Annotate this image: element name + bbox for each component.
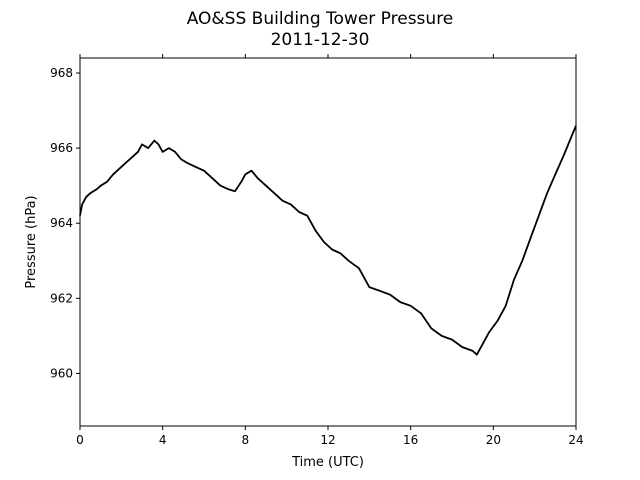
pressure-series-line xyxy=(79,125,577,356)
y-tick-label: 962 xyxy=(50,291,73,305)
y-tick-label: 966 xyxy=(50,141,73,155)
x-tick-label: 16 xyxy=(403,433,418,447)
y-tick-label: 960 xyxy=(50,366,73,380)
x-tick-label: 20 xyxy=(486,433,501,447)
x-tick-label: 8 xyxy=(242,433,250,447)
y-tick-label: 968 xyxy=(50,66,73,80)
y-tick-label: 964 xyxy=(50,216,73,230)
axis-ticks: 0 4 8 12 16 20 24 960 962 964 966 968 xyxy=(50,54,584,447)
x-tick-label: 24 xyxy=(568,433,583,447)
series-group xyxy=(79,125,577,356)
x-axis-label: Time (UTC) xyxy=(291,455,364,470)
chart-subtitle: 2011-12-30 xyxy=(271,30,370,50)
plot-frame xyxy=(79,57,577,427)
y-axis-label: Pressure (hPa) xyxy=(24,195,39,288)
x-tick-label: 0 xyxy=(76,433,84,447)
chart-title: AO&SS Building Tower Pressure xyxy=(187,9,454,29)
x-tick-label: 12 xyxy=(320,433,335,447)
x-tick-label: 4 xyxy=(159,433,167,447)
